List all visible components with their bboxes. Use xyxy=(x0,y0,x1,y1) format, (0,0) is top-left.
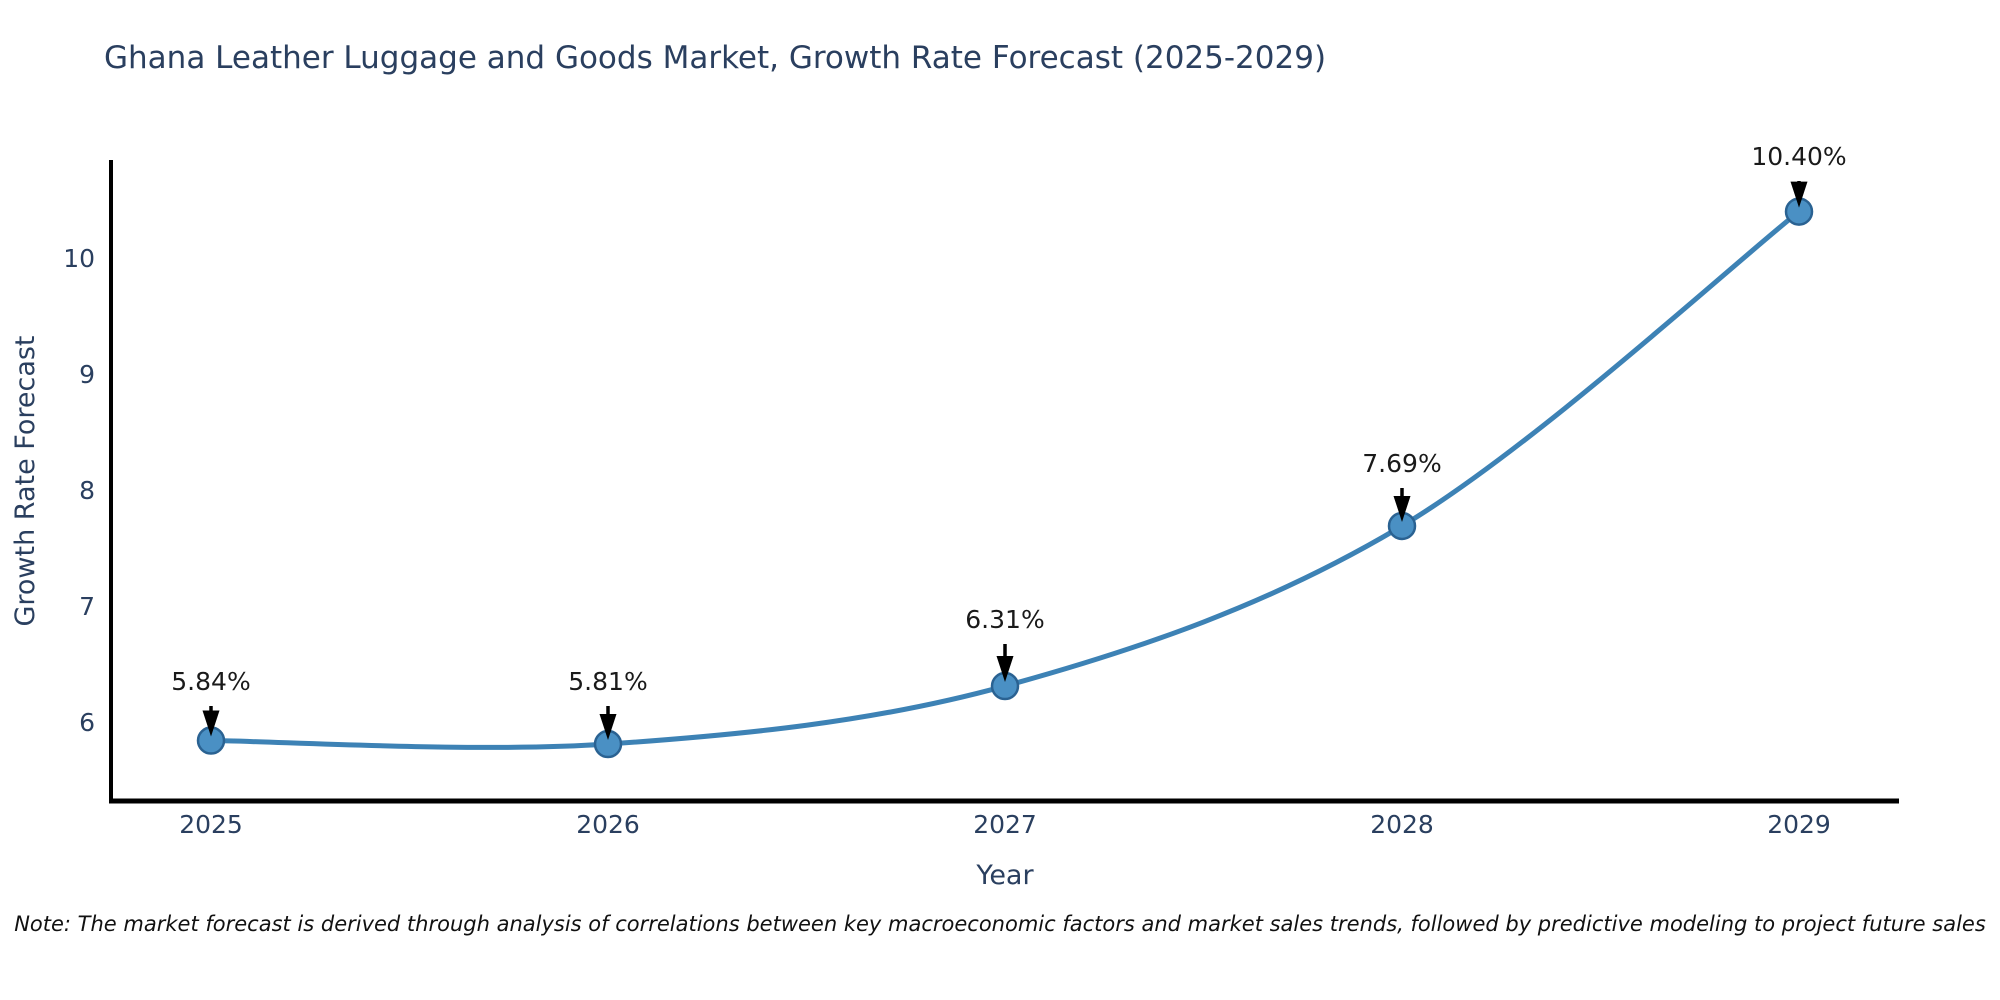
y-tick-label-9: 9 xyxy=(79,360,95,389)
annotation-arrow-head-2025 xyxy=(202,710,220,737)
point-label-2027: 6.31% xyxy=(965,605,1044,634)
y-tick-label-8: 8 xyxy=(79,476,95,505)
point-label-2028: 7.69% xyxy=(1362,449,1441,478)
chart-title: Ghana Leather Luggage and Goods Market, … xyxy=(104,40,1327,76)
annotation-arrow-head-2028 xyxy=(1393,495,1411,522)
y-tick-label-7: 7 xyxy=(79,592,95,621)
x-tick-label-2025: 2025 xyxy=(179,810,243,839)
point-label-2029: 10.40% xyxy=(1751,142,1846,171)
annotation-arrow-head-2027 xyxy=(996,656,1014,683)
x-tick-label-2029: 2029 xyxy=(1767,810,1831,839)
y-axis-title: Growth Rate Forecast xyxy=(10,335,41,626)
x-axis-title: Year xyxy=(975,860,1034,891)
y-tick-label-6: 6 xyxy=(79,708,95,737)
x-tick-label-2028: 2028 xyxy=(1370,810,1434,839)
x-tick-label-2026: 2026 xyxy=(576,810,640,839)
y-tick-label-10: 10 xyxy=(63,244,95,273)
annotation-arrows xyxy=(202,181,1808,741)
annotation-arrow-head-2026 xyxy=(599,714,617,741)
x-tick-label-2027: 2027 xyxy=(973,810,1037,839)
chart-footnote: Note: The market forecast is derived thr… xyxy=(14,912,1986,936)
point-label-2026: 5.81% xyxy=(568,667,647,696)
annotation-arrow-head-2029 xyxy=(1790,181,1808,208)
point-label-2025: 5.84% xyxy=(171,667,250,696)
